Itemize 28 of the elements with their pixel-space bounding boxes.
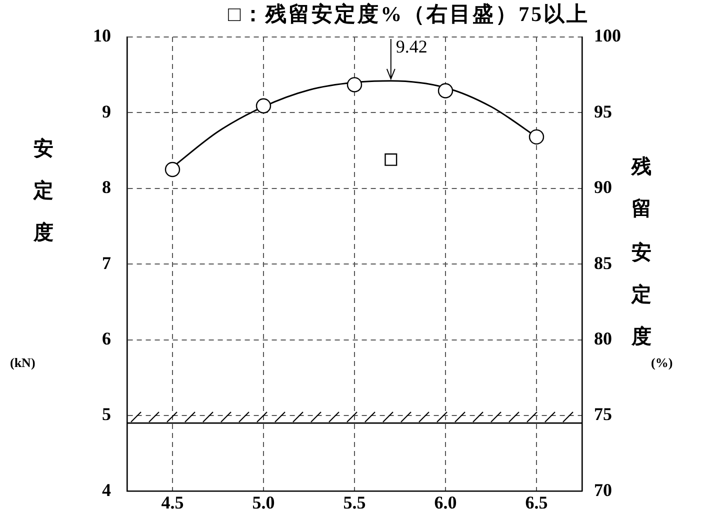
x-tick-label: 5.0 — [252, 492, 275, 513]
annotation: 9.42 — [396, 36, 428, 57]
y-tick-label: 7 — [102, 252, 111, 273]
y-tick-label: 8 — [102, 177, 111, 198]
point — [346, 77, 362, 92]
y2-axis-title: 残留安定度 (%) — [629, 140, 673, 371]
y2-tick-label: 90 — [594, 177, 612, 198]
chart-title: □：残留安定度%（右目盛）75以上 — [228, 1, 590, 28]
x-tick-label: 5.5 — [343, 492, 366, 513]
y2-tick-label: 80 — [594, 328, 612, 348]
y-tick-label: 4 — [102, 480, 111, 500]
y-tick-label: 9 — [102, 101, 111, 122]
y-tick-label: 6 — [102, 328, 111, 348]
x-tick-label: 4.5 — [161, 492, 184, 513]
x-tick-label: 6.5 — [525, 492, 548, 513]
y2-tick-label: 70 — [594, 480, 612, 500]
y2-tick-label: 100 — [594, 26, 621, 46]
point — [438, 83, 454, 98]
x-tick-label: 6.0 — [434, 492, 457, 513]
y-tick-label: 10 — [93, 26, 111, 46]
y2-tick-label: 95 — [594, 101, 612, 122]
y2-tick-label: 85 — [594, 252, 612, 273]
point — [528, 129, 544, 145]
point — [256, 98, 272, 114]
point — [164, 162, 180, 178]
text: 安定度 (kN) — [10, 120, 54, 370]
y-tick-label: 5 — [102, 404, 111, 424]
y2-tick-label: 75 — [594, 404, 612, 424]
